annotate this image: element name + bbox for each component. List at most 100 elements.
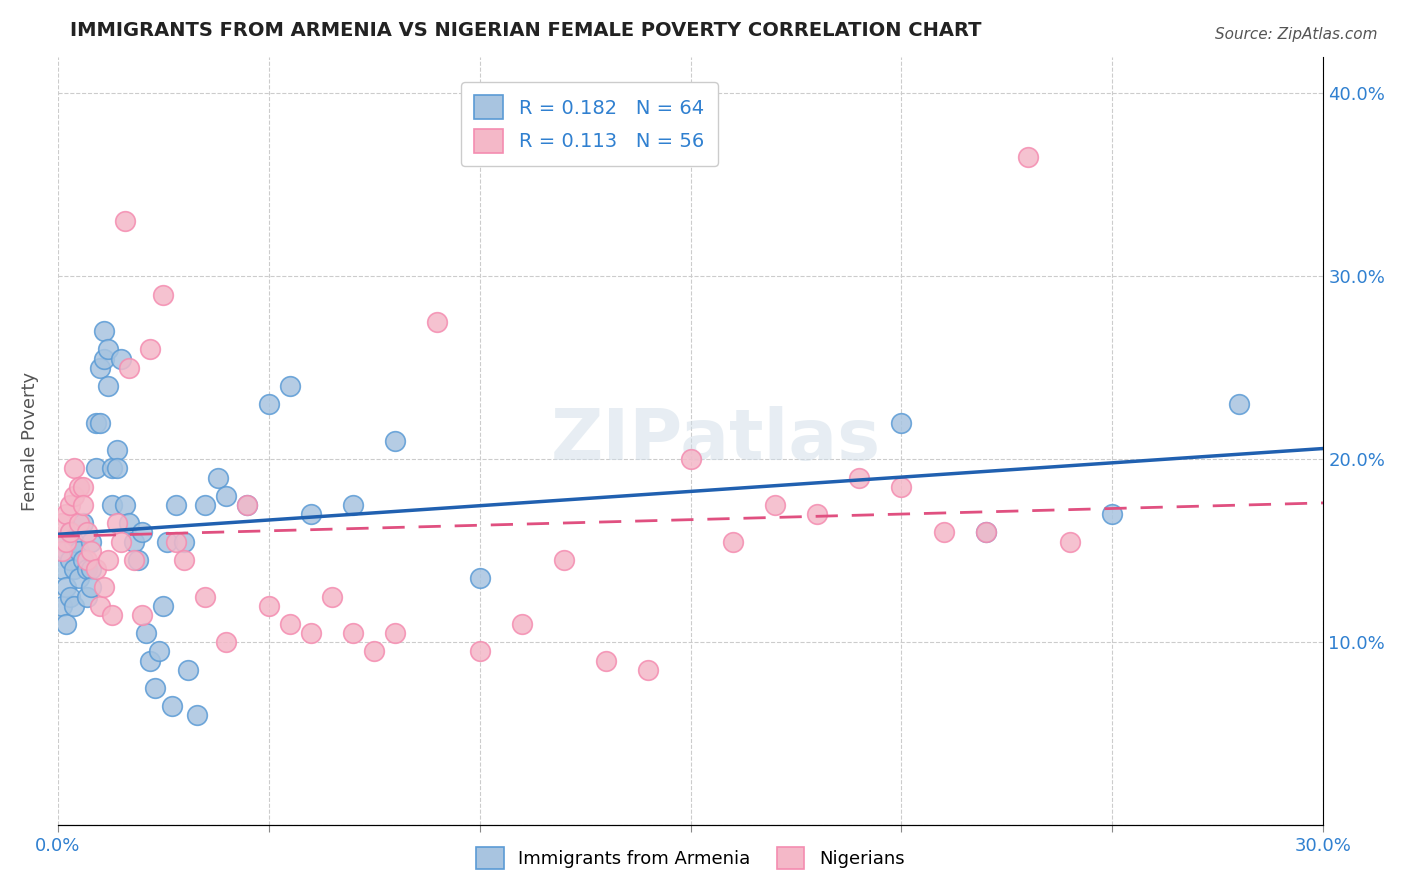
- Point: [468, 644, 491, 658]
- Point: [63, 534, 86, 549]
- Point: [679, 452, 702, 467]
- Point: [363, 644, 385, 658]
- Point: [51, 516, 73, 531]
- Point: [72, 553, 94, 567]
- Text: ZIPatlas: ZIPatlas: [551, 407, 882, 475]
- Point: [194, 590, 217, 604]
- Point: [1101, 507, 1123, 521]
- Point: [76, 562, 98, 576]
- Point: [89, 599, 111, 613]
- Point: [51, 534, 73, 549]
- Point: [974, 525, 997, 540]
- Point: [67, 480, 90, 494]
- Text: Source: ZipAtlas.com: Source: ZipAtlas.com: [1215, 27, 1378, 42]
- Point: [97, 379, 120, 393]
- Point: [55, 543, 77, 558]
- Point: [806, 507, 828, 521]
- Point: [721, 534, 744, 549]
- Point: [114, 214, 136, 228]
- Point: [89, 360, 111, 375]
- Point: [384, 434, 406, 448]
- Point: [1017, 150, 1039, 164]
- Point: [278, 379, 301, 393]
- Point: [118, 516, 141, 531]
- Point: [63, 461, 86, 475]
- Text: IMMIGRANTS FROM ARMENIA VS NIGERIAN FEMALE POVERTY CORRELATION CHART: IMMIGRANTS FROM ARMENIA VS NIGERIAN FEMA…: [70, 21, 981, 40]
- Point: [67, 571, 90, 585]
- Point: [118, 360, 141, 375]
- Point: [55, 534, 77, 549]
- Point: [236, 498, 259, 512]
- Point: [152, 287, 174, 301]
- Point: [105, 516, 128, 531]
- Point: [257, 397, 280, 411]
- Point: [1059, 534, 1081, 549]
- Point: [105, 443, 128, 458]
- Point: [55, 507, 77, 521]
- Point: [131, 607, 153, 622]
- Point: [321, 590, 343, 604]
- Point: [97, 553, 120, 567]
- Point: [384, 626, 406, 640]
- Point: [135, 626, 157, 640]
- Point: [55, 580, 77, 594]
- Point: [80, 580, 103, 594]
- Point: [84, 461, 107, 475]
- Point: [84, 416, 107, 430]
- Point: [114, 498, 136, 512]
- Point: [89, 416, 111, 430]
- Point: [72, 480, 94, 494]
- Point: [110, 351, 132, 366]
- Point: [890, 480, 912, 494]
- Point: [93, 324, 115, 338]
- Point: [299, 507, 322, 521]
- Y-axis label: Female Poverty: Female Poverty: [21, 371, 39, 510]
- Point: [72, 498, 94, 512]
- Point: [131, 525, 153, 540]
- Point: [72, 516, 94, 531]
- Point: [139, 343, 162, 357]
- Point: [76, 553, 98, 567]
- Point: [67, 543, 90, 558]
- Point: [974, 525, 997, 540]
- Point: [51, 599, 73, 613]
- Point: [278, 616, 301, 631]
- Point: [152, 599, 174, 613]
- Point: [93, 580, 115, 594]
- Point: [76, 525, 98, 540]
- Point: [63, 599, 86, 613]
- Point: [55, 616, 77, 631]
- Point: [143, 681, 166, 695]
- Point: [848, 470, 870, 484]
- Point: [148, 644, 170, 658]
- Point: [110, 534, 132, 549]
- Point: [51, 543, 73, 558]
- Point: [63, 489, 86, 503]
- Point: [59, 498, 82, 512]
- Point: [763, 498, 786, 512]
- Point: [186, 708, 208, 723]
- Point: [63, 562, 86, 576]
- Point: [236, 498, 259, 512]
- Point: [160, 699, 183, 714]
- Point: [59, 525, 82, 540]
- Point: [156, 534, 179, 549]
- Point: [93, 351, 115, 366]
- Point: [932, 525, 955, 540]
- Legend: Immigrants from Armenia, Nigerians: Immigrants from Armenia, Nigerians: [467, 838, 914, 878]
- Point: [105, 461, 128, 475]
- Point: [468, 571, 491, 585]
- Point: [97, 343, 120, 357]
- Point: [127, 553, 149, 567]
- Point: [51, 562, 73, 576]
- Point: [101, 461, 124, 475]
- Point: [80, 543, 103, 558]
- Point: [342, 626, 364, 640]
- Point: [59, 590, 82, 604]
- Point: [215, 489, 238, 503]
- Point: [637, 663, 659, 677]
- Point: [59, 525, 82, 540]
- Point: [101, 607, 124, 622]
- Point: [101, 498, 124, 512]
- Point: [426, 315, 449, 329]
